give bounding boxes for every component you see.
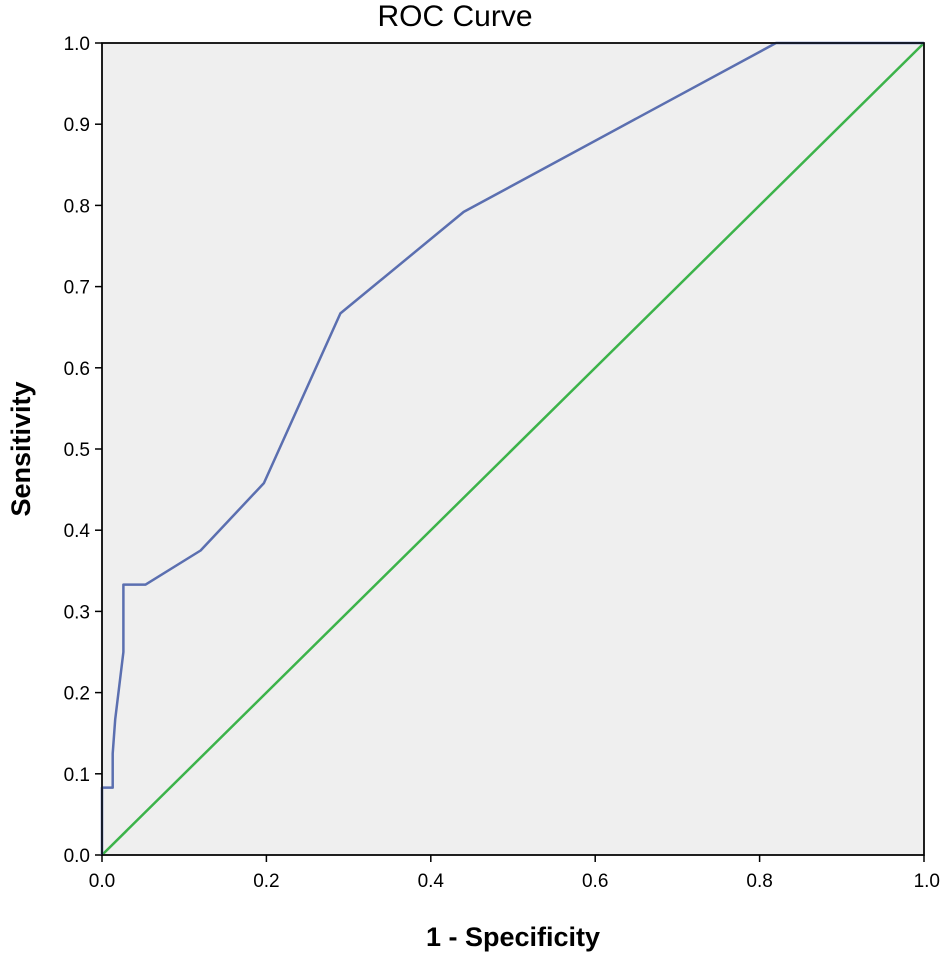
roc-curve-line — [100, 41, 924, 855]
y-tick-label: 0.3 — [64, 602, 90, 623]
x-tick-label: 0.4 — [418, 871, 445, 892]
x-tick-label: 0.6 — [582, 871, 608, 892]
y-axis: 0.0 0.1 0.2 0.3 0.4 0.5 0.6 0.7 0.8 0.9 1.0 — [64, 34, 102, 867]
chart-title: ROC Curve — [377, 0, 532, 33]
reference-line — [101, 42, 925, 856]
x-tick-label: 1.0 — [914, 871, 940, 892]
x-axis: 0.0 0.2 0.4 0.6 0.8 1.0 — [89, 855, 940, 892]
series-layer — [100, 41, 925, 856]
y-tick-label: 0.2 — [64, 684, 90, 705]
x-axis-label: 1 - Specificity — [426, 922, 600, 952]
y-tick-label: 0.0 — [64, 846, 90, 867]
y-tick-label: 0.4 — [64, 521, 91, 542]
y-tick-label: 0.1 — [64, 765, 90, 786]
y-tick-label: 0.6 — [64, 359, 90, 380]
y-tick-label: 0.8 — [64, 196, 90, 217]
plot-frame — [101, 42, 925, 856]
x-tick-label: 0.8 — [746, 871, 772, 892]
y-axis-label: Sensitivity — [6, 381, 36, 516]
y-tick-label: 0.9 — [64, 115, 90, 136]
y-tick-label: 0.5 — [64, 440, 90, 461]
y-tick-label: 1.0 — [64, 34, 90, 55]
y-tick-label: 0.7 — [64, 278, 90, 299]
x-tick-label: 0.0 — [89, 871, 115, 892]
x-tick-label: 0.2 — [253, 871, 279, 892]
